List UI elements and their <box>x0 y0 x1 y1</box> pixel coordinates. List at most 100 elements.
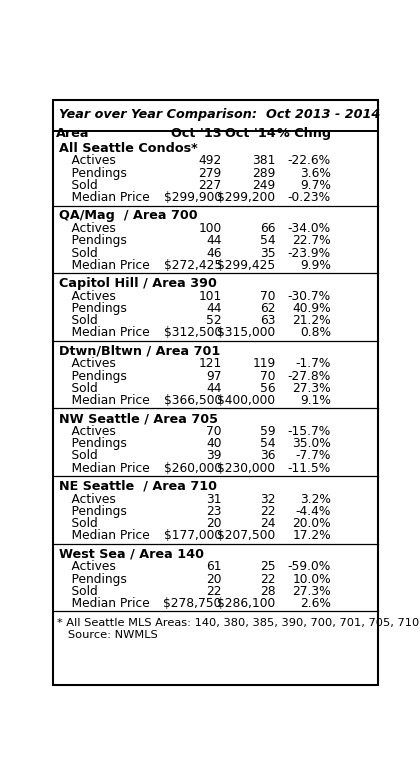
Text: 22: 22 <box>260 573 276 586</box>
Text: 249: 249 <box>252 179 276 192</box>
Text: 227: 227 <box>199 179 222 192</box>
Text: Median Price: Median Price <box>56 394 150 407</box>
Text: $299,425: $299,425 <box>217 259 276 272</box>
Text: Sold: Sold <box>56 517 97 530</box>
Text: Year over Year Comparison:  Oct 2013 - 2014: Year over Year Comparison: Oct 2013 - 20… <box>59 108 380 121</box>
Text: Sold: Sold <box>56 179 97 192</box>
Text: 66: 66 <box>260 222 276 235</box>
Text: 289: 289 <box>252 167 276 180</box>
Text: -4.4%: -4.4% <box>295 505 331 518</box>
Text: 101: 101 <box>199 290 222 303</box>
Text: $366,500: $366,500 <box>163 394 222 407</box>
Text: 70: 70 <box>260 370 276 383</box>
Text: West Sea / Area 140: West Sea / Area 140 <box>59 547 204 560</box>
Text: 2.6%: 2.6% <box>300 597 331 610</box>
Text: 70: 70 <box>260 290 276 303</box>
Text: Median Price: Median Price <box>56 191 150 204</box>
Text: 62: 62 <box>260 302 276 315</box>
Text: NW Seattle / Area 705: NW Seattle / Area 705 <box>59 412 218 425</box>
Text: $400,000: $400,000 <box>217 394 276 407</box>
Text: $207,500: $207,500 <box>217 529 276 542</box>
Text: Actives: Actives <box>56 493 116 505</box>
Text: $272,425: $272,425 <box>163 259 222 272</box>
Text: -27.8%: -27.8% <box>288 370 331 383</box>
Text: 28: 28 <box>260 585 276 598</box>
Text: 97: 97 <box>206 370 222 383</box>
Text: Sold: Sold <box>56 246 97 260</box>
Text: * All Seattle MLS Areas: 140, 380, 385, 390, 700, 701, 705, 710: * All Seattle MLS Areas: 140, 380, 385, … <box>58 618 420 629</box>
Text: Pendings: Pendings <box>56 302 127 315</box>
Text: Pendings: Pendings <box>56 234 127 247</box>
Text: $278,750: $278,750 <box>163 597 222 610</box>
Text: Actives: Actives <box>56 425 116 438</box>
Text: 3.2%: 3.2% <box>300 493 331 505</box>
Text: Pendings: Pendings <box>56 573 127 586</box>
Text: 46: 46 <box>206 246 222 260</box>
Text: 22.7%: 22.7% <box>292 234 331 247</box>
Text: $177,000: $177,000 <box>164 529 222 542</box>
Text: Median Price: Median Price <box>56 326 150 339</box>
Text: Pendings: Pendings <box>56 505 127 518</box>
Text: 31: 31 <box>206 493 222 505</box>
Text: QA/Mag  / Area 700: QA/Mag / Area 700 <box>59 209 198 222</box>
Text: -59.0%: -59.0% <box>288 560 331 574</box>
Text: -11.5%: -11.5% <box>288 462 331 475</box>
Text: 54: 54 <box>260 234 276 247</box>
Text: 44: 44 <box>206 382 222 394</box>
Text: -1.7%: -1.7% <box>295 357 331 370</box>
Text: 9.1%: 9.1% <box>300 394 331 407</box>
Text: -23.9%: -23.9% <box>288 246 331 260</box>
Text: -0.23%: -0.23% <box>288 191 331 204</box>
Text: 9.9%: 9.9% <box>300 259 331 272</box>
Text: 56: 56 <box>260 382 276 394</box>
Text: Median Price: Median Price <box>56 597 150 610</box>
Text: Pendings: Pendings <box>56 437 127 450</box>
Text: $299,200: $299,200 <box>217 191 276 204</box>
Text: 23: 23 <box>206 505 222 518</box>
Text: 0.8%: 0.8% <box>300 326 331 339</box>
Text: 492: 492 <box>199 154 222 167</box>
Text: 35: 35 <box>260 246 276 260</box>
Text: 279: 279 <box>199 167 222 180</box>
Text: -22.6%: -22.6% <box>288 154 331 167</box>
Text: $312,500: $312,500 <box>163 326 222 339</box>
Text: 25: 25 <box>260 560 276 574</box>
Text: -15.7%: -15.7% <box>288 425 331 438</box>
Text: 17.2%: 17.2% <box>292 529 331 542</box>
Text: 59: 59 <box>260 425 276 438</box>
Text: 9.7%: 9.7% <box>300 179 331 192</box>
Text: -30.7%: -30.7% <box>288 290 331 303</box>
Text: Area: Area <box>56 127 89 140</box>
Text: -7.7%: -7.7% <box>295 449 331 463</box>
Text: 3.6%: 3.6% <box>300 167 331 180</box>
Text: 61: 61 <box>206 560 222 574</box>
Text: 381: 381 <box>252 154 276 167</box>
Text: 70: 70 <box>206 425 222 438</box>
Text: Oct '13: Oct '13 <box>171 127 222 140</box>
Text: $299,900: $299,900 <box>164 191 222 204</box>
Text: Actives: Actives <box>56 357 116 370</box>
Text: Capitol Hill / Area 390: Capitol Hill / Area 390 <box>59 277 217 290</box>
Text: Actives: Actives <box>56 560 116 574</box>
Text: Dtwn/Bltwn / Area 701: Dtwn/Bltwn / Area 701 <box>59 345 220 357</box>
Text: $286,100: $286,100 <box>217 597 276 610</box>
Text: 54: 54 <box>260 437 276 450</box>
Text: 44: 44 <box>206 302 222 315</box>
Text: 20.0%: 20.0% <box>292 517 331 530</box>
Text: 27.3%: 27.3% <box>292 585 331 598</box>
Text: Median Price: Median Price <box>56 259 150 272</box>
Text: Oct '14: Oct '14 <box>225 127 276 140</box>
Text: NE Seattle  / Area 710: NE Seattle / Area 710 <box>59 480 217 493</box>
Text: Sold: Sold <box>56 585 97 598</box>
Text: 27.3%: 27.3% <box>292 382 331 394</box>
Text: Sold: Sold <box>56 314 97 327</box>
Text: Source: NWMLS: Source: NWMLS <box>58 630 158 640</box>
Text: 24: 24 <box>260 517 276 530</box>
Text: Median Price: Median Price <box>56 462 150 475</box>
Text: $315,000: $315,000 <box>217 326 276 339</box>
Text: 32: 32 <box>260 493 276 505</box>
Text: $260,000: $260,000 <box>164 462 222 475</box>
Text: All Seattle Condos*: All Seattle Condos* <box>59 142 198 154</box>
Text: 20: 20 <box>206 517 222 530</box>
Text: 20: 20 <box>206 573 222 586</box>
